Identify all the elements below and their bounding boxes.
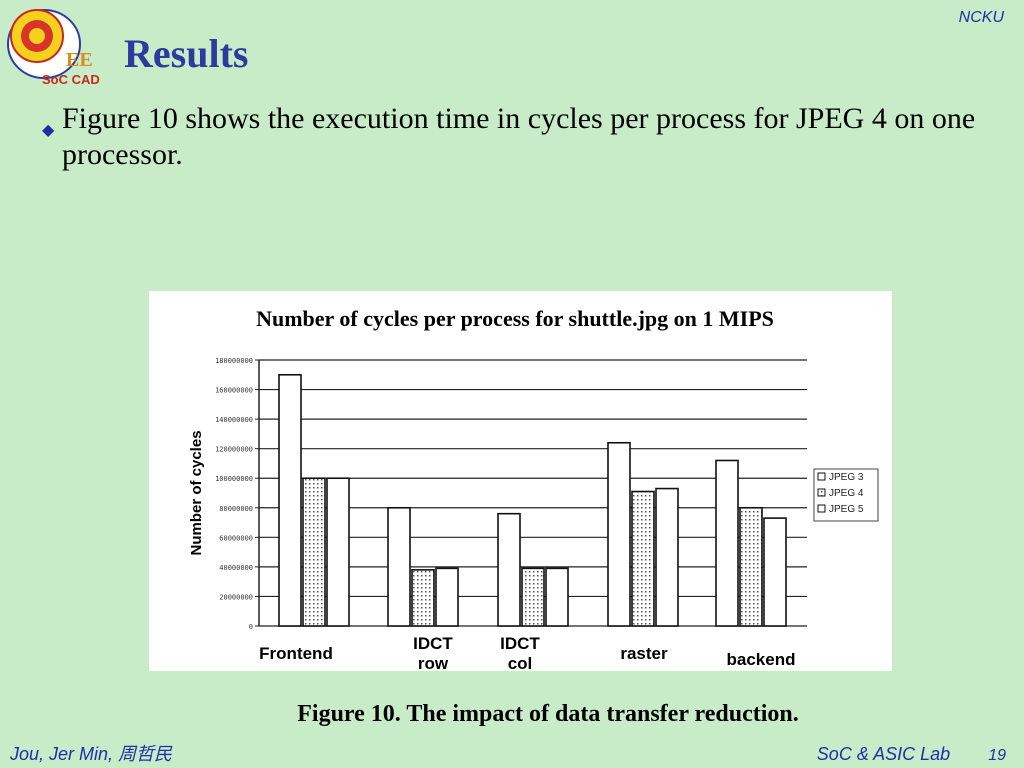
chart-title: Number of cycles per process for shuttle… [256, 306, 774, 331]
bar-jpeg-4 [302, 477, 326, 627]
y-tick-label: 20000000 [219, 593, 253, 601]
x-tick-label: IDCT [500, 634, 540, 653]
bullet-item: ◆ Figure 10 shows the execution time in … [42, 101, 992, 173]
x-tick-label: col [508, 654, 533, 671]
logo-text: SoC CAD [42, 72, 100, 87]
bar-jpeg-3 [278, 373, 302, 627]
bar-jpeg-4 [739, 506, 763, 627]
x-tick-label: Frontend [259, 644, 333, 663]
bar-jpeg-3 [387, 506, 411, 627]
bar-jpeg-3 [715, 459, 739, 627]
y-tick-label: 40000000 [219, 564, 253, 572]
y-tick-label: 160000000 [215, 387, 253, 395]
legend-label: JPEG 5 [829, 504, 864, 515]
y-tick-label: 60000000 [219, 534, 253, 542]
bar-jpeg-3 [607, 441, 631, 627]
y-tick-label: 80000000 [219, 505, 253, 513]
legend-label: JPEG 4 [829, 488, 864, 499]
bar-jpeg-5 [545, 567, 569, 627]
legend-swatch [817, 472, 826, 481]
bar-jpeg-3 [497, 512, 521, 627]
bar-chart: Number of cycles per process for shuttle… [188, 306, 879, 671]
x-tick-label: backend [727, 650, 796, 669]
diamond-bullet-icon: ◆ [42, 122, 55, 139]
bar-jpeg-5 [326, 477, 350, 627]
legend-label: JPEG 3 [829, 472, 864, 483]
bullet-text: Figure 10 shows the execution time in cy… [62, 102, 976, 171]
bar-jpeg-5 [655, 487, 679, 627]
institution-label: NCKU [958, 9, 1004, 26]
y-tick-label: 100000000 [215, 475, 253, 483]
figure-caption: Figure 10. The impact of data transfer r… [297, 701, 799, 727]
page-number: 19 [988, 747, 1006, 764]
footer-author: Jou, Jer Min, 周哲民 [10, 744, 173, 764]
legend-swatch [817, 488, 826, 497]
footer-lab: SoC & ASIC Lab [816, 744, 951, 764]
page-title: Results [124, 31, 249, 76]
footer-right: SoC & ASIC Lab 19 [817, 744, 1006, 765]
x-tick-label: row [418, 654, 449, 671]
bar-jpeg-4 [411, 569, 435, 627]
bar-jpeg-5 [763, 517, 787, 627]
y-tick-label: 180000000 [215, 357, 253, 365]
bar-jpeg-5 [435, 567, 459, 627]
ee-soc-cad-logo: EE SoC CAD [4, 4, 104, 88]
y-tick-label: 140000000 [215, 416, 253, 424]
bar-jpeg-4 [631, 490, 655, 627]
x-tick-label: raster [620, 644, 668, 663]
bar-jpeg-4 [521, 567, 545, 627]
legend-swatch [817, 504, 826, 513]
y-axis-label: Number of cycles [188, 430, 205, 555]
y-tick-label: 0 [249, 623, 253, 631]
chart-container: Number of cycles per process for shuttle… [149, 291, 892, 671]
x-tick-label: IDCT [413, 634, 453, 653]
y-tick-label: 120000000 [215, 446, 253, 454]
svg-text:EE: EE [66, 49, 93, 71]
